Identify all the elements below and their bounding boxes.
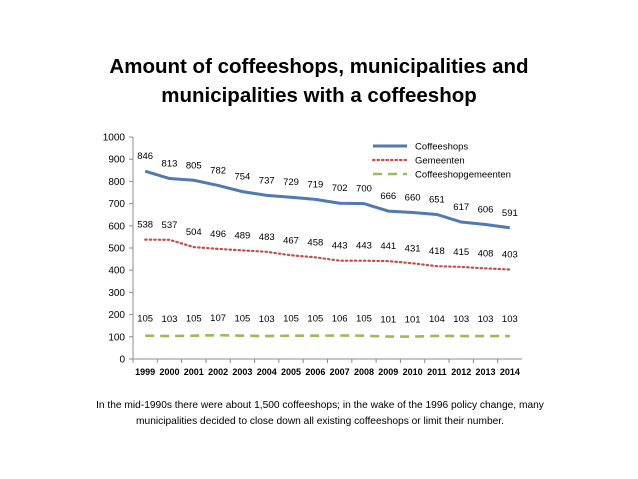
data-label: 591 bbox=[502, 208, 518, 219]
data-label: 754 bbox=[234, 172, 250, 183]
data-label: 782 bbox=[210, 165, 226, 176]
data-label: 729 bbox=[283, 177, 299, 188]
data-label: 504 bbox=[186, 227, 202, 238]
data-label: 431 bbox=[405, 243, 421, 254]
data-label: 103 bbox=[453, 314, 469, 325]
y-tick-label: 900 bbox=[108, 155, 125, 166]
x-tick-label: 2005 bbox=[281, 367, 301, 377]
x-tick-label: 2003 bbox=[232, 367, 252, 377]
x-tick-label: 2000 bbox=[159, 367, 179, 377]
x-tick-label: 2012 bbox=[451, 367, 471, 377]
data-label: 105 bbox=[234, 314, 250, 325]
series-line-coffeeshopgemeenten bbox=[145, 333, 510, 338]
data-label: 103 bbox=[162, 314, 178, 325]
y-tick-label: 1000 bbox=[103, 133, 126, 144]
data-label: 737 bbox=[259, 175, 275, 186]
data-label: 103 bbox=[259, 314, 275, 325]
data-label: 101 bbox=[380, 315, 396, 326]
caption-line-1: In the mid-1990s there were about 1,500 … bbox=[96, 400, 544, 411]
data-label: 418 bbox=[429, 246, 445, 257]
data-label: 651 bbox=[429, 194, 445, 205]
data-label: 441 bbox=[380, 241, 396, 252]
data-label: 538 bbox=[137, 220, 153, 231]
x-tick-label: 2008 bbox=[354, 367, 374, 377]
title-line-1: Amount of coffeeshops, municipalities an… bbox=[109, 55, 529, 78]
legend-label: Gemeenten bbox=[415, 156, 465, 167]
data-label: 719 bbox=[307, 179, 323, 190]
data-label: 408 bbox=[478, 248, 494, 259]
x-tick-label: 2006 bbox=[305, 367, 325, 377]
data-label: 617 bbox=[453, 202, 469, 213]
x-tick-label: 2002 bbox=[208, 367, 228, 377]
data-label: 660 bbox=[405, 192, 421, 203]
data-label: 467 bbox=[283, 235, 299, 246]
data-label: 458 bbox=[307, 237, 323, 248]
y-tick-label: 400 bbox=[108, 266, 125, 277]
data-label: 105 bbox=[307, 314, 323, 325]
y-tick-label: 100 bbox=[108, 332, 125, 343]
x-tick-label: 2001 bbox=[184, 367, 204, 377]
data-label: 489 bbox=[234, 230, 250, 241]
data-label: 700 bbox=[356, 184, 372, 195]
data-label: 106 bbox=[332, 313, 348, 324]
data-label: 105 bbox=[356, 314, 372, 325]
data-label: 443 bbox=[332, 241, 348, 252]
data-label: 105 bbox=[137, 314, 153, 325]
data-label: 105 bbox=[283, 314, 299, 325]
x-tick-label: 2007 bbox=[330, 367, 350, 377]
caption-line-2: municipalities decided to close down all… bbox=[136, 416, 504, 427]
data-label: 666 bbox=[380, 191, 396, 202]
data-label: 403 bbox=[502, 250, 518, 261]
y-tick-label: 500 bbox=[108, 244, 125, 255]
caption: In the mid-1990s there were about 1,500 … bbox=[40, 398, 600, 430]
y-tick-label: 600 bbox=[108, 221, 125, 232]
series-line-coffeeshops bbox=[144, 169, 511, 230]
y-tick-label: 300 bbox=[108, 288, 125, 299]
x-tick-label: 2014 bbox=[500, 367, 520, 377]
data-label: 103 bbox=[478, 314, 494, 325]
x-tick-label: 1999 bbox=[135, 367, 155, 377]
series-line-gemeenten bbox=[144, 238, 511, 271]
y-tick-label: 0 bbox=[119, 355, 125, 366]
data-label: 415 bbox=[453, 247, 469, 258]
data-label: 537 bbox=[162, 220, 178, 231]
data-label: 483 bbox=[259, 232, 275, 243]
slide-title: Amount of coffeeshops, municipalities an… bbox=[60, 52, 578, 110]
x-tick-label: 2004 bbox=[257, 367, 277, 377]
legend-label: Coffeeshops bbox=[415, 142, 468, 153]
data-label: 846 bbox=[137, 151, 153, 162]
y-tick-label: 200 bbox=[108, 310, 125, 321]
legend-label: Coffeeshopgemeenten bbox=[415, 170, 511, 181]
data-label: 105 bbox=[186, 314, 202, 325]
x-tick-label: 2010 bbox=[403, 367, 423, 377]
data-label: 805 bbox=[186, 160, 202, 171]
data-label: 104 bbox=[429, 314, 445, 325]
data-label: 496 bbox=[210, 229, 226, 240]
y-tick-label: 700 bbox=[108, 199, 125, 210]
x-tick-label: 2009 bbox=[378, 367, 398, 377]
data-label: 101 bbox=[405, 315, 421, 326]
data-label: 443 bbox=[356, 241, 372, 252]
y-tick-label: 800 bbox=[108, 177, 125, 188]
data-label: 103 bbox=[502, 314, 518, 325]
data-label: 606 bbox=[478, 204, 494, 215]
data-label: 107 bbox=[210, 313, 226, 324]
x-tick-label: 2011 bbox=[427, 367, 447, 377]
x-tick-label: 2013 bbox=[476, 367, 496, 377]
title-line-2: municipalities with a coffeeshop bbox=[161, 84, 477, 107]
data-label: 813 bbox=[162, 159, 178, 170]
data-label: 702 bbox=[332, 183, 348, 194]
